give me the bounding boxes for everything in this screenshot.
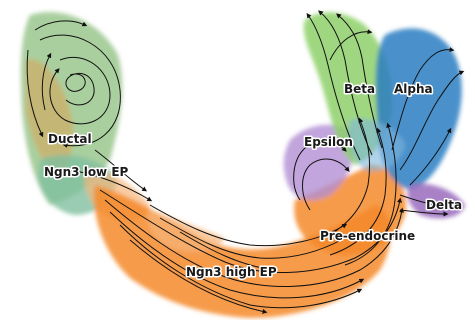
label-epsilon: Epsilon (304, 135, 353, 149)
label-pre-endocrine: Pre-endocrine (320, 229, 415, 243)
cloud-ngn3high-light (148, 210, 225, 252)
cluster-labels: Ductal Ngn3 low EP Ngn3 high EP Pre-endo… (43, 81, 464, 281)
streamline (26, 49, 44, 138)
streamline (159, 217, 353, 259)
streamline (391, 47, 455, 151)
streamline (302, 158, 350, 211)
streamline (129, 239, 268, 314)
streamline (65, 72, 95, 106)
streamline (399, 194, 451, 210)
label-ductal: Ductal (48, 132, 92, 146)
streamline (99, 189, 402, 273)
label-ngn3-high-ep: Ngn3 high EP (186, 265, 277, 279)
streamline (399, 209, 449, 217)
streamline (293, 141, 347, 201)
label-ngn3-low-ep: Ngn3 low EP (44, 165, 129, 179)
streamline (329, 29, 373, 61)
cloud-preendocrine (294, 165, 406, 255)
streamline (41, 52, 52, 111)
streamline (104, 199, 405, 287)
streamline (399, 70, 465, 171)
streamline (179, 231, 278, 273)
streamline (329, 127, 387, 256)
cloud-ngn3high (94, 185, 391, 318)
label-beta: Beta (344, 82, 375, 96)
streamline (94, 149, 148, 192)
streamline (149, 204, 348, 247)
streamline (49, 56, 111, 125)
streamline (409, 127, 452, 186)
streamline (319, 117, 371, 241)
label-alpha: Alpha (394, 82, 433, 96)
velocity-streamlines (26, 10, 465, 314)
cell-clusters (20, 11, 465, 318)
streamline (34, 20, 88, 31)
streamline (69, 169, 153, 202)
cloud-delta (407, 183, 465, 219)
label-delta: Delta (426, 198, 462, 212)
streamline (119, 224, 363, 309)
streamline (318, 10, 373, 156)
streamline (344, 122, 397, 266)
streamline (39, 34, 121, 148)
streamline (336, 13, 383, 149)
cloud-ductal-orange (26, 59, 74, 181)
streamline (109, 211, 365, 299)
streamline (306, 12, 361, 161)
